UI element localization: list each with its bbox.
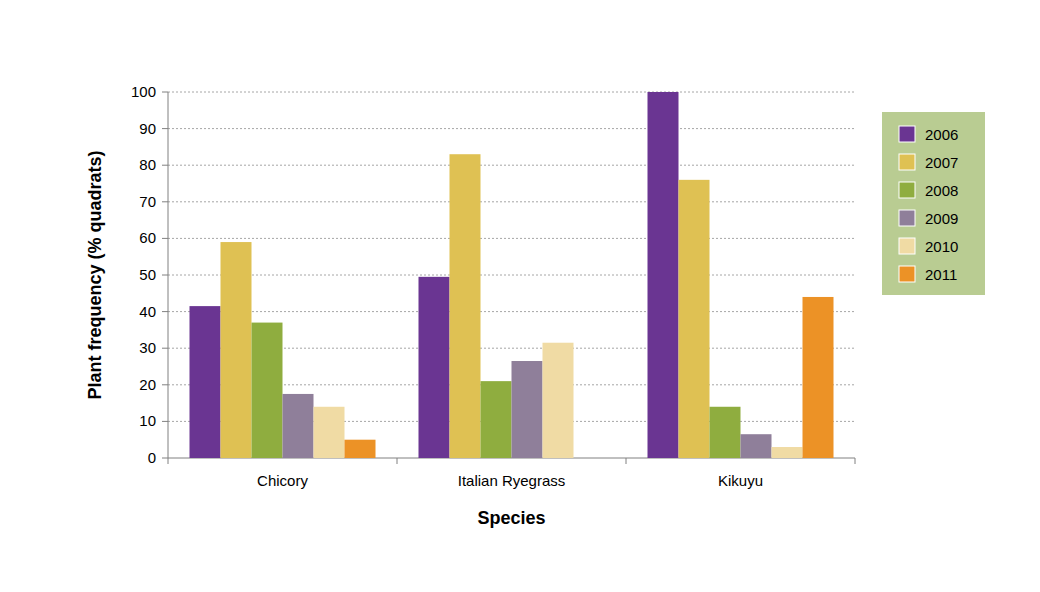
legend-label: 2010 (925, 238, 958, 255)
bar (419, 277, 450, 458)
y-tick (162, 238, 168, 239)
legend-swatch (899, 210, 915, 226)
y-tick (162, 275, 168, 276)
bar (314, 407, 345, 458)
y-tick-label: 20 (139, 376, 156, 393)
y-tick-label: 80 (139, 156, 156, 173)
bar (345, 440, 376, 458)
y-tick (162, 165, 168, 166)
bar (710, 407, 741, 458)
y-tick-label: 70 (139, 193, 156, 210)
bar (772, 447, 803, 458)
y-tick-label: 100 (131, 83, 156, 100)
grid-line (168, 275, 855, 276)
x-tick-label: Chicory (257, 472, 308, 489)
y-tick-label: 60 (139, 229, 156, 246)
bar (543, 343, 574, 458)
legend: 2006 2007 2008 2009 2010 2011 (882, 112, 985, 295)
x-tick-label: Italian Ryegrass (458, 472, 566, 489)
legend-swatch (899, 182, 915, 198)
y-tick-label: 0 (148, 449, 156, 466)
y-tick (162, 384, 168, 385)
legend-label: 2007 (925, 154, 958, 171)
grid-line (168, 311, 855, 312)
bar (648, 92, 679, 458)
chart: 0 10 20 30 40 50 60 70 80 90 100 Chicory Italian Rye… (0, 0, 1040, 592)
y-axis-label: Plant frequency (% quadrats) (85, 150, 105, 399)
legend-swatch (899, 126, 915, 142)
grid-line (168, 238, 855, 239)
y-tick (162, 201, 168, 202)
x-axis-label: Species (477, 508, 545, 528)
legend-label: 2008 (925, 182, 958, 199)
y-tick-label: 30 (139, 339, 156, 356)
legend-label: 2009 (925, 210, 958, 227)
y-tick (162, 128, 168, 129)
grid-line (168, 165, 855, 166)
y-tick-label: 40 (139, 303, 156, 320)
bar (450, 154, 481, 458)
y-tick (162, 92, 168, 93)
y-tick-label: 50 (139, 266, 156, 283)
x-tick (626, 458, 627, 464)
bar (803, 297, 834, 458)
bar (252, 323, 283, 458)
legend-label: 2006 (925, 126, 958, 143)
bar (190, 306, 221, 458)
grid-line (168, 92, 855, 93)
legend-swatch (899, 154, 915, 170)
y-tick (162, 311, 168, 312)
x-tick (855, 458, 856, 464)
legend-swatch (899, 238, 915, 254)
legend-label: 2011 (925, 266, 957, 283)
bar (679, 180, 710, 458)
bar (283, 394, 314, 458)
legend-swatch (899, 266, 915, 282)
x-tick-label: Kikuyu (718, 472, 763, 489)
y-tick (162, 421, 168, 422)
x-tick (168, 458, 169, 464)
y-axis (168, 92, 169, 458)
y-tick (162, 348, 168, 349)
y-tick-label: 90 (139, 120, 156, 137)
y-tick-label: 10 (139, 412, 156, 429)
bar (512, 361, 543, 458)
x-tick (397, 458, 398, 464)
bar (741, 434, 772, 458)
y-tick (162, 458, 168, 459)
grid-line (168, 128, 855, 129)
legend-box (882, 112, 985, 295)
grid-line (168, 201, 855, 202)
bar (481, 381, 512, 458)
bars (190, 92, 834, 458)
bar (221, 242, 252, 458)
